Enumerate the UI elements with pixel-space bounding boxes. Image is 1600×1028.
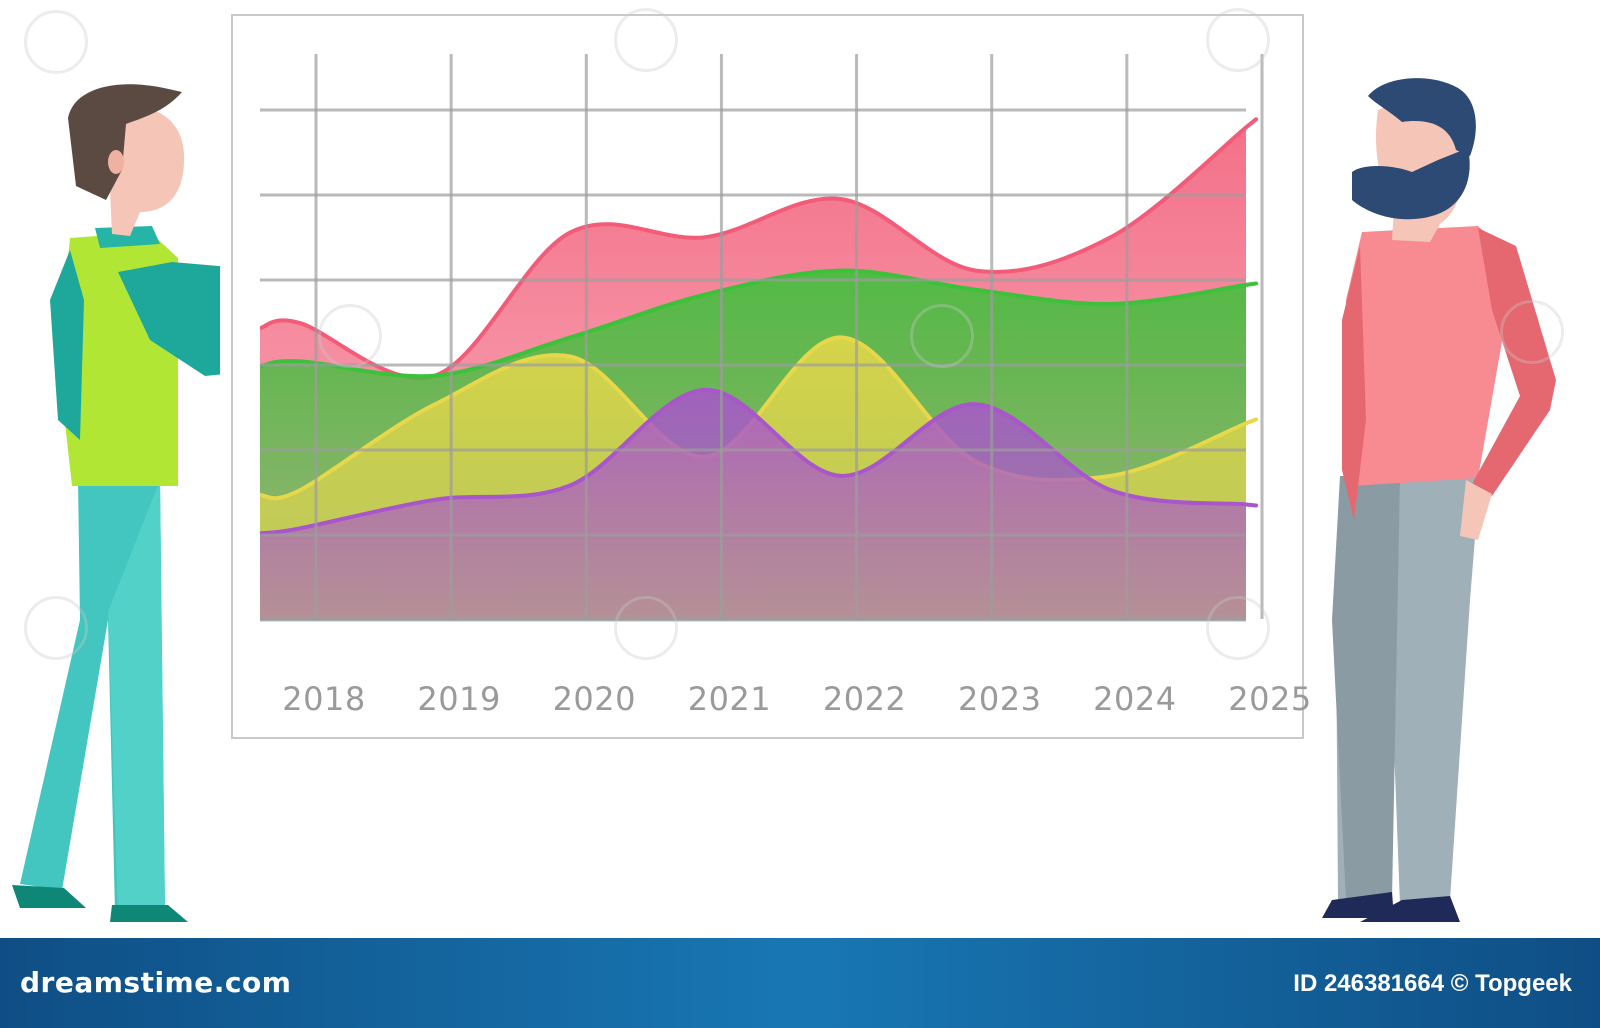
watermark-icon bbox=[24, 10, 88, 74]
x-tick-label: 2021 bbox=[687, 680, 772, 718]
brand-logo-text[interactable]: dreamstime.com bbox=[20, 966, 292, 999]
series-line-3 bbox=[259, 387, 1258, 536]
chart-board: 2018 2019 2020 2021 2022 2023 2024 2025 bbox=[231, 14, 1311, 739]
watermark-icon bbox=[614, 596, 678, 660]
watermark-icon bbox=[24, 596, 88, 660]
presenter-man bbox=[12, 84, 220, 922]
area-series-3 bbox=[260, 389, 1257, 619]
footer-bar: dreamstime.com ID 246381664 © Topgeek bbox=[0, 938, 1600, 1028]
x-tick-label: 2018 bbox=[282, 680, 366, 718]
x-tick-label: 2023 bbox=[957, 680, 1042, 718]
x-tick-label: 2025 bbox=[1228, 680, 1312, 718]
x-tick-label: 2024 bbox=[1093, 680, 1177, 718]
bearded-man bbox=[1322, 78, 1556, 922]
watermark-icon bbox=[614, 8, 678, 72]
watermark-icon bbox=[1500, 300, 1564, 364]
illustration-scene: 2018 2019 2020 2021 2022 2023 2024 2025 bbox=[12, 8, 1564, 922]
series-line-2 bbox=[259, 335, 1258, 501]
x-tick-label: 2019 bbox=[417, 680, 501, 718]
x-tick-label: 2020 bbox=[552, 680, 636, 718]
watermark-icon bbox=[1206, 596, 1270, 660]
image-credit: ID 246381664 © Topgeek bbox=[1293, 970, 1572, 997]
x-tick-label: 2022 bbox=[822, 680, 907, 718]
area-chart bbox=[259, 54, 1264, 622]
watermark-icon bbox=[318, 304, 382, 368]
watermark-icon bbox=[1206, 8, 1270, 72]
watermark-icon bbox=[910, 304, 974, 368]
